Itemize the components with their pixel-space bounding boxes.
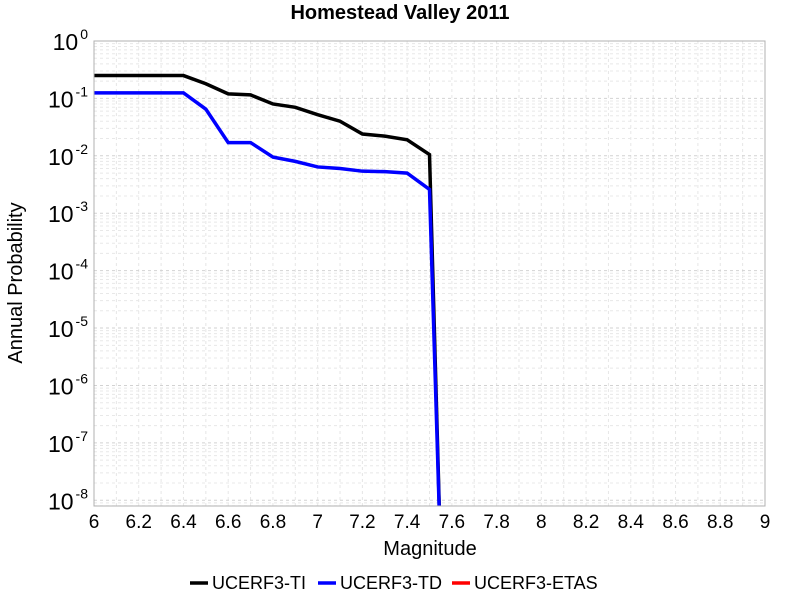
grid <box>93 40 766 507</box>
legend-label: UCERF3-TI <box>212 573 306 593</box>
x-tick-label: 6.6 <box>215 512 241 533</box>
y-tick-label: 10 -3 <box>48 198 88 227</box>
chart-title: Homestead Valley 2011 <box>290 2 509 24</box>
x-tick-labels: 6 6.2 6.4 6.6 6.8 7 7.2 7.4 7.6 7.8 8 8.2 8.4 8.6 8.8 9 <box>89 512 771 533</box>
legend-label: UCERF3-ETAS <box>474 573 598 593</box>
y-tick-label: 10 -5 <box>48 313 88 342</box>
x-tick-label: 7.2 <box>349 512 375 533</box>
series-line-1 <box>94 91 441 506</box>
x-tick-label: 7.4 <box>394 512 421 533</box>
x-tick-label: 7.8 <box>483 512 509 533</box>
x-tick-label: 9 <box>760 512 771 533</box>
x-tick-label: 6 <box>89 512 100 533</box>
x-tick-label: 8.2 <box>573 512 599 533</box>
x-axis-label: Magnitude <box>383 538 476 560</box>
y-tick-label: 10 0 <box>53 26 89 55</box>
x-tick-label: 6.8 <box>260 512 286 533</box>
y-tick-label: 10 -4 <box>48 256 88 285</box>
x-tick-label: 8.6 <box>662 512 688 533</box>
y-tick-label: 10 -8 <box>48 485 88 514</box>
x-tick-label: 6.2 <box>126 512 152 533</box>
series-layer <box>94 73 441 506</box>
legend-label: UCERF3-TD <box>340 573 442 593</box>
x-tick-label: 8 <box>536 512 547 533</box>
x-tick-label: 8.8 <box>707 512 733 533</box>
x-tick-label: 7 <box>312 512 323 533</box>
y-tick-label: 10 -6 <box>48 370 88 399</box>
legend: UCERF3-TI UCERF3-TD UCERF3-ETAS <box>190 573 598 593</box>
y-tick-label: 10 -2 <box>48 141 88 170</box>
x-tick-label: 8.4 <box>618 512 645 533</box>
y-tick-label: 10 -7 <box>48 428 88 457</box>
y-tick-label: 10 -1 <box>48 83 88 112</box>
series-line-0 <box>94 73 441 506</box>
x-tick-label: 6.4 <box>170 512 197 533</box>
y-axis-label: Annual Probability <box>5 202 27 363</box>
plot-frame <box>93 40 766 507</box>
x-tick-label: 7.6 <box>439 512 465 533</box>
